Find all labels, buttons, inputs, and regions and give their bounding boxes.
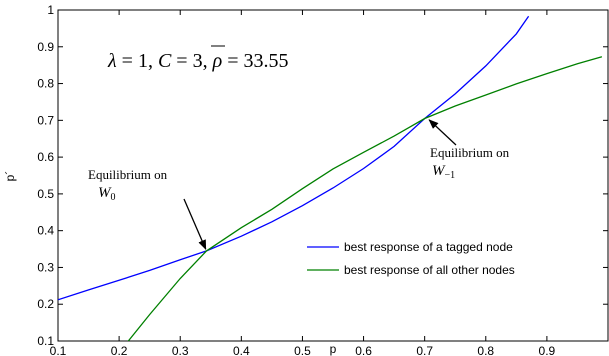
y-axis-label: p´ xyxy=(3,171,17,182)
annotation-w0-arrow xyxy=(183,198,207,251)
x-tick-label: 0.2 xyxy=(111,344,128,356)
x-tick-label: 0.9 xyxy=(539,344,556,356)
rho-symbol: ρ xyxy=(212,50,223,72)
legend: best response of a tagged node best resp… xyxy=(298,232,600,286)
annotation-w0-symbol: W0 xyxy=(98,185,116,203)
series-line-other-nodes xyxy=(127,56,603,341)
annotation-w1: Equilibrium on W−1 xyxy=(428,119,510,181)
y-tick-label: 0.6 xyxy=(37,150,54,164)
y-axis-ticks: 0.1 0.2 0.3 0.4 0.5 0.6 0.7 0.8 0.9 1 xyxy=(37,3,608,348)
y-tick-label: 0.2 xyxy=(37,297,54,311)
lambda-symbol: λ xyxy=(107,50,117,72)
annotation-w0-text: Equilibrium on xyxy=(88,167,168,182)
y-tick-label: 0.7 xyxy=(37,113,54,127)
y-tick-label: 0.4 xyxy=(37,224,54,238)
series-line-tagged-node xyxy=(58,15,530,301)
legend-box xyxy=(298,232,600,286)
legend-label-other-nodes: best response of all other nodes xyxy=(344,263,515,277)
legend-label-tagged-node: best response of a tagged node xyxy=(344,240,513,254)
x-tick-label: 0.6 xyxy=(355,344,372,356)
y-tick-label: 0.3 xyxy=(37,260,54,274)
x-tick-label: 0.1 xyxy=(50,344,67,356)
x-tick-label: 0.8 xyxy=(477,344,494,356)
plot-area xyxy=(57,9,609,342)
y-tick-label: 0.8 xyxy=(37,77,54,91)
x-tick-label: 0.7 xyxy=(416,344,433,356)
y-tick-label: 0.5 xyxy=(37,187,54,201)
x-tick-label: 0.4 xyxy=(233,344,250,356)
c-bar-value: = 3, xyxy=(171,50,212,72)
x-tick-label: 0.5 xyxy=(294,344,311,356)
rho-value: = 33.55 xyxy=(222,50,288,72)
series-layer xyxy=(58,15,603,341)
c-bar-symbol: C xyxy=(158,50,172,72)
x-axis-label: p xyxy=(330,342,337,356)
annotation-w0: Equilibrium on W0 xyxy=(88,167,207,251)
x-tick-label: 0.3 xyxy=(172,344,189,356)
y-tick-label: 0.1 xyxy=(37,334,54,348)
annotation-w1-symbol: W−1 xyxy=(432,163,455,181)
x-axis-ticks: 0.1 0.2 0.3 0.4 0.5 0.6 0.7 0.8 0.9 xyxy=(50,10,556,356)
y-tick-label: 1 xyxy=(47,3,54,17)
y-tick-label: 0.9 xyxy=(37,40,54,54)
parameter-text: λ = 1, C = 3, ρ = 33.55 xyxy=(107,50,288,72)
annotation-w1-text: Equilibrium on xyxy=(430,145,510,160)
annotation-w1-arrow xyxy=(428,119,457,146)
lambda-value: = 1, xyxy=(117,50,158,72)
